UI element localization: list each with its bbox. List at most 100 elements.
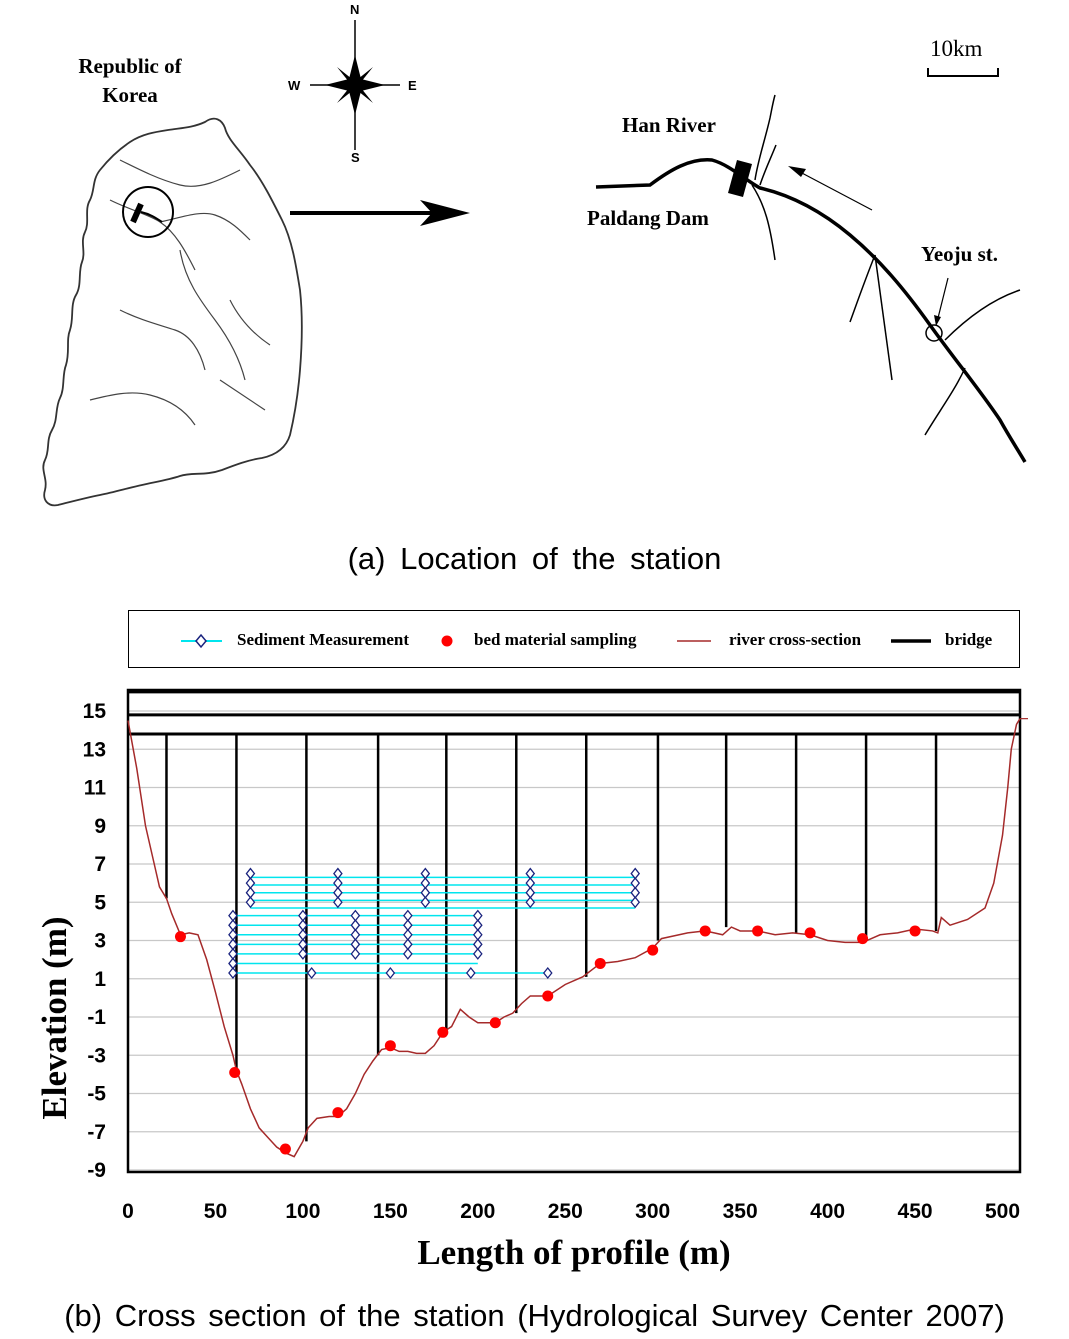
bed-sample-point (752, 925, 764, 937)
sediment-point (403, 938, 413, 951)
sediment-point (525, 896, 536, 909)
tributary (944, 289, 1021, 341)
bed-sample-point (437, 1026, 449, 1038)
sediment-point (420, 886, 431, 899)
sediment-point (542, 966, 553, 980)
bed-sample-point (857, 933, 869, 945)
sediment-point (298, 919, 308, 932)
sediment-point (306, 966, 317, 980)
legend-river-label: river cross-section (729, 630, 862, 649)
korea-river (89, 392, 196, 426)
bed-sample-point (229, 1066, 241, 1078)
scale-label: 10km (930, 36, 983, 61)
sediment-point (350, 919, 361, 932)
x-tick-label: 150 (373, 1200, 408, 1223)
sediment-point (298, 938, 308, 951)
han-river (595, 158, 1027, 463)
x-tick-label: 0 (122, 1200, 134, 1223)
tributary (874, 254, 893, 381)
sediment-point (228, 928, 238, 941)
x-tick-label: 100 (285, 1200, 320, 1223)
tributary (849, 254, 876, 323)
sediment-point (350, 928, 361, 941)
sediment-point (350, 909, 361, 922)
korea-river (119, 309, 206, 371)
sediment-point (228, 957, 238, 970)
legend-sediment-icon (181, 633, 222, 649)
compass-e: E (408, 78, 417, 93)
tributary (924, 367, 966, 436)
sediment-point (245, 886, 256, 899)
y-tick-label: 11 (84, 777, 107, 800)
tributary (759, 144, 777, 186)
bed-sample-point (804, 927, 816, 939)
korea-label: Republic of Korea (60, 52, 200, 110)
sediment-point (333, 877, 343, 890)
sediment-point (245, 896, 256, 909)
station-marker (130, 202, 144, 224)
x-tick-label: 350 (723, 1200, 758, 1223)
sediment-point (298, 947, 308, 960)
bed-sample-point (279, 1143, 291, 1155)
korea-river (219, 379, 266, 411)
compass-n: N (350, 2, 360, 17)
han-river-label: Han River (622, 113, 716, 137)
legend-bed-icon (441, 635, 453, 647)
arrow-right-icon (290, 200, 470, 226)
legend: Sediment Measurement bed material sampli… (128, 610, 1020, 668)
sediment-point (403, 919, 413, 932)
sediment-point (333, 867, 343, 880)
map-drawing (42, 20, 1027, 507)
x-tick-label: 50 (204, 1200, 227, 1223)
y-tick-label: 1 (94, 968, 106, 991)
cross-section-chart: Sediment Measurement bed material sampli… (0, 600, 1069, 1339)
bed-sample-point (699, 925, 711, 937)
station-label: Yeoju st. (921, 242, 998, 266)
sediment-point (228, 909, 238, 922)
bed-sample-point (489, 1017, 501, 1029)
sediment-point (403, 928, 413, 941)
sediment-point (525, 867, 536, 880)
sediment-point (228, 938, 238, 951)
sediment-point (228, 966, 238, 980)
y-tick-label: 5 (94, 891, 106, 914)
dam-label: Paldang Dam (587, 206, 709, 230)
sediment-point (228, 919, 238, 932)
sediment-point (420, 867, 431, 880)
sediment-point (630, 867, 641, 880)
plot-area: 15 13 11 9 7 5 3 1 -1 -3 -5 -7 -9 0 50 100 150 200 250 300 3… (83, 688, 1028, 1223)
y-axis-label: Elevation (m) (35, 916, 74, 1120)
sediment-point (228, 947, 238, 960)
tributary (751, 184, 776, 261)
plot-frame (126, 688, 1022, 1174)
compass-s: S (351, 150, 360, 165)
legend-bridge-label: bridge (945, 630, 993, 649)
korea-label-line2: Korea (102, 83, 158, 107)
sediment-point (245, 867, 256, 880)
x-tick-label: 400 (810, 1200, 845, 1223)
sediment-point (403, 947, 413, 960)
bed-sample-point (542, 990, 554, 1002)
sediment-point (472, 928, 483, 941)
flow-arrow-icon (788, 166, 873, 211)
korea-river (159, 212, 251, 241)
sediment-point (630, 896, 641, 909)
korea-river (229, 299, 271, 346)
yeoju-station-circle (925, 324, 943, 342)
tributary (754, 94, 776, 181)
x-tick-label: 450 (898, 1200, 933, 1223)
y-tick-label: 13 (83, 738, 106, 761)
bed-sample-point (909, 925, 921, 937)
sediment-point (420, 877, 431, 890)
sediment-point (333, 886, 343, 899)
dam-marker (728, 160, 752, 197)
x-tick-label: 200 (460, 1200, 495, 1223)
bed-sample-point (384, 1040, 396, 1052)
bed-sample-point (594, 957, 606, 969)
korea-river (119, 159, 241, 187)
scale-bar (927, 68, 999, 77)
korea-label-line1: Republic of (78, 54, 182, 78)
sediment-point (403, 909, 413, 922)
sediment-point (472, 919, 483, 932)
sediment-point (333, 896, 343, 909)
